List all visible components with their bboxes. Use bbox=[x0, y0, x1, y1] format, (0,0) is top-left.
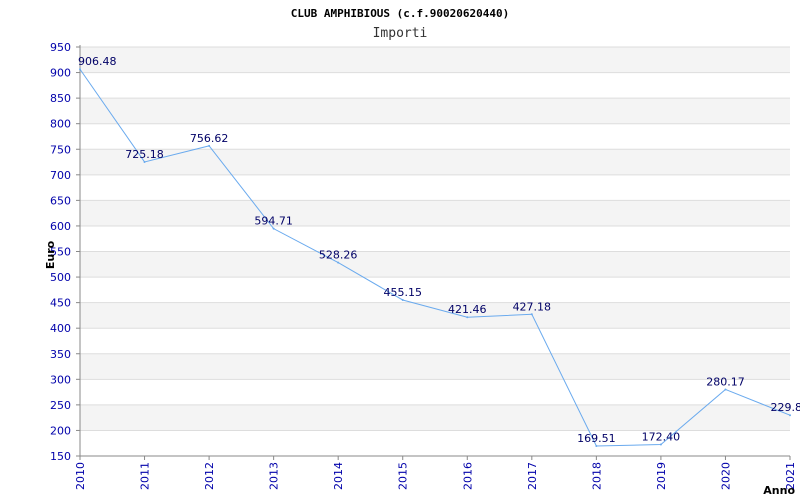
band-550-600 bbox=[80, 225, 790, 252]
data-label-2014: 528.26 bbox=[319, 249, 358, 262]
x-tick-labels: 2010 2011 2012 2013 2014 2015 2016 2017 2018 2019… bbox=[74, 462, 797, 490]
y-tick-label-150: 150 bbox=[50, 450, 71, 463]
band-200-250 bbox=[80, 404, 790, 431]
band-250-300 bbox=[80, 379, 790, 405]
band-450-500 bbox=[80, 277, 790, 303]
band-600-650 bbox=[80, 200, 790, 226]
y-tick-label-850: 850 bbox=[50, 92, 71, 105]
y-tick-label-650: 650 bbox=[50, 194, 71, 207]
x-tick-label-2016: 2016 bbox=[461, 462, 474, 490]
x-tick-label-2011: 2011 bbox=[139, 462, 152, 490]
chart-title: CLUB AMPHIBIOUS (c.f.90020620440) bbox=[291, 7, 510, 20]
y-tick-label-500: 500 bbox=[50, 271, 71, 284]
x-tick-label-2018: 2018 bbox=[590, 462, 603, 490]
data-point-2011 bbox=[143, 160, 146, 163]
data-point-2021 bbox=[789, 414, 791, 417]
y-tick-labels: 150 200 250 300 350 400 450 500 550 600 650 700 750 8… bbox=[50, 41, 71, 463]
y-tick-label-700: 700 bbox=[50, 169, 71, 182]
data-label-2012: 756.62 bbox=[190, 132, 229, 145]
band-650-700 bbox=[80, 174, 790, 201]
gridlines bbox=[80, 46, 790, 457]
data-label-2019: 172.40 bbox=[642, 431, 681, 444]
x-tick-label-2010: 2010 bbox=[74, 462, 87, 490]
x-axis-label: Anno bbox=[763, 484, 795, 497]
band-700-750 bbox=[80, 149, 790, 175]
band-900-950 bbox=[80, 47, 790, 73]
y-tick-label-400: 400 bbox=[50, 322, 71, 335]
band-400-450 bbox=[80, 302, 790, 329]
x-tick-label-2021: 2021 bbox=[784, 462, 797, 490]
data-point-2015 bbox=[401, 298, 404, 301]
data-point-2014 bbox=[337, 261, 340, 264]
data-point-2013 bbox=[272, 227, 275, 230]
data-point-2016 bbox=[466, 316, 469, 319]
band-850-900 bbox=[80, 72, 790, 99]
data-label-2013: 594.71 bbox=[254, 215, 293, 228]
band-800-850 bbox=[80, 98, 790, 124]
x-tick-label-2013: 2013 bbox=[268, 462, 281, 490]
axes bbox=[76, 45, 791, 460]
data-point-2018 bbox=[595, 445, 598, 448]
series-line bbox=[79, 68, 791, 447]
data-point-2010 bbox=[79, 68, 81, 71]
y-axis-label: Euro bbox=[44, 240, 57, 269]
y-tick-label-550: 550 bbox=[50, 246, 71, 259]
data-label-2020: 280.17 bbox=[706, 375, 745, 388]
y-tick-label-350: 350 bbox=[50, 348, 71, 361]
band-300-350 bbox=[80, 353, 790, 380]
y-tick-label-450: 450 bbox=[50, 297, 71, 310]
data-labels: 906.48 725.18 756.62 594.71 528.26 455.15 421.… bbox=[78, 55, 800, 445]
data-label-2015: 455.15 bbox=[383, 286, 422, 299]
data-point-2020 bbox=[724, 388, 727, 391]
x-tick-label-2015: 2015 bbox=[397, 462, 410, 490]
x-tick-label-2012: 2012 bbox=[203, 462, 216, 490]
x-tick-label-2017: 2017 bbox=[526, 462, 539, 490]
band-750-800 bbox=[80, 123, 790, 150]
chart-subtitle: Importi bbox=[373, 26, 428, 41]
data-point-2017 bbox=[530, 313, 533, 316]
x-tick-label-2019: 2019 bbox=[655, 462, 668, 490]
data-label-2021: 229.8 bbox=[771, 401, 800, 414]
data-label-2011: 725.18 bbox=[125, 148, 164, 161]
band-350-400 bbox=[80, 328, 790, 354]
data-point-2012 bbox=[208, 144, 211, 147]
y-tick-label-250: 250 bbox=[50, 399, 71, 412]
x-tick-label-2020: 2020 bbox=[719, 462, 732, 490]
data-label-2010: 906.48 bbox=[78, 55, 117, 68]
y-tick-label-950: 950 bbox=[50, 41, 71, 54]
x-tick-label-2014: 2014 bbox=[332, 462, 345, 490]
y-tick-label-750: 750 bbox=[50, 143, 71, 156]
series-importi bbox=[79, 68, 791, 448]
y-tick-label-300: 300 bbox=[50, 373, 71, 386]
background-bands bbox=[80, 47, 790, 456]
y-tick-label-900: 900 bbox=[50, 67, 71, 80]
band-500-550 bbox=[80, 251, 790, 278]
data-label-2016: 421.46 bbox=[448, 303, 487, 316]
band-150-200 bbox=[80, 430, 790, 456]
y-tick-label-800: 800 bbox=[50, 118, 71, 131]
data-label-2018: 169.51 bbox=[577, 432, 616, 445]
data-point-2019 bbox=[659, 443, 662, 446]
data-label-2017: 427.18 bbox=[513, 300, 552, 313]
y-tick-label-600: 600 bbox=[50, 220, 71, 233]
y-tick-label-200: 200 bbox=[50, 424, 71, 437]
